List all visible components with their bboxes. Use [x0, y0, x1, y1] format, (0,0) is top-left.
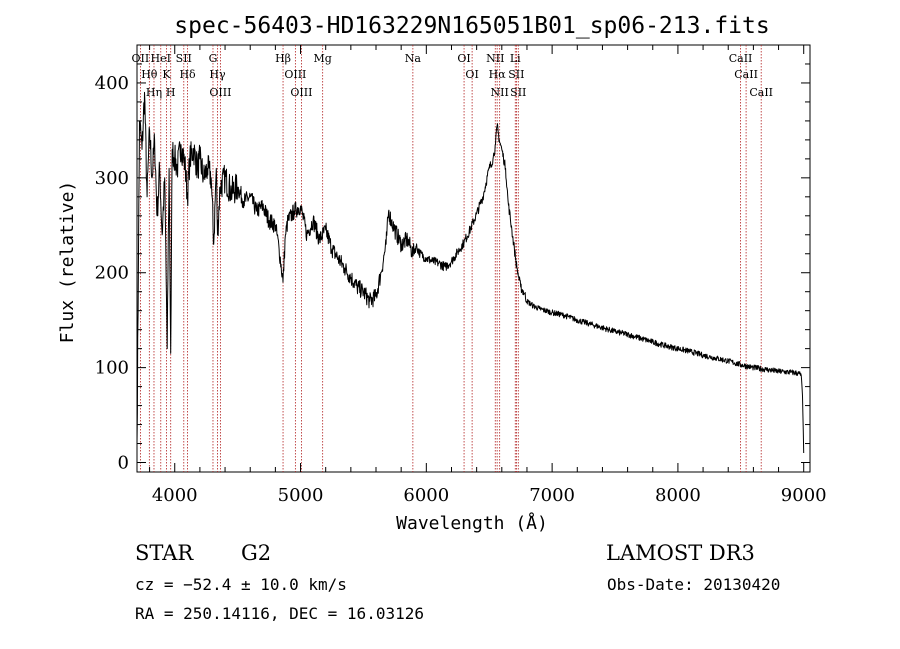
x-tick-label: 9000	[781, 485, 827, 506]
spectral-line-label: OII	[132, 52, 150, 65]
y-tick-label: 300	[95, 168, 129, 189]
spectral-line-label: OI	[465, 68, 478, 81]
y-axis-label: Flux (relative)	[57, 181, 78, 344]
plot-frame	[136, 44, 811, 473]
spectral-line-label: OIII	[284, 68, 306, 81]
spectral-line-label: OI	[457, 52, 470, 65]
spectral-line-label: SII	[508, 68, 524, 81]
x-tick-label: 7000	[529, 485, 575, 506]
object-subclass: G2	[241, 541, 271, 565]
spectral-line-label: Hβ	[275, 52, 291, 65]
x-tick-label: 8000	[655, 485, 701, 506]
spectral-line-labels: OII Hθ Hη HeI KH SII Hδ G Hγ OIII Hβ OIII OIII Mg Na OI…	[132, 52, 773, 99]
spectral-line-label: Hγ	[209, 68, 226, 81]
spectral-line-label: Hδ	[179, 68, 196, 81]
x-axis-label: Wavelength (Å)	[396, 512, 548, 534]
spectral-line-markers	[139, 45, 762, 472]
spectral-line-label: Hη	[146, 86, 162, 99]
coordinates-text: RA = 250.14116, DEC = 16.03126	[135, 604, 424, 623]
y-tick-label: 400	[95, 73, 129, 94]
spectral-line-label: NII	[491, 86, 509, 99]
spectral-line-label: CaII	[729, 52, 753, 65]
spectral-line-label: G	[209, 52, 218, 65]
spectral-line-label: K	[162, 68, 171, 81]
spectrum-line	[136, 91, 805, 454]
x-tick-label: 4000	[152, 485, 198, 506]
spectral-line-label: SII	[510, 86, 526, 99]
y-tick-label: 0	[118, 453, 129, 474]
spectral-line-label: HeI	[151, 52, 171, 65]
chart-title: spec-56403-HD163229N165051B01_sp06-213.f…	[174, 13, 769, 39]
spectral-line-label: H	[166, 86, 176, 99]
spectral-line-label: SII	[176, 52, 192, 65]
survey-name: LAMOST DR3	[606, 541, 755, 565]
spectral-line-label: CaII	[734, 68, 758, 81]
spectral-line-label: Mg	[314, 52, 332, 65]
object-class: STAR	[135, 541, 194, 565]
spectral-line-label: Li	[510, 52, 521, 65]
redshift-text: cz = −52.4 ± 10.0 km/s	[135, 575, 347, 594]
spectral-line-label: Hθ	[141, 68, 158, 81]
y-tick-label: 100	[95, 358, 129, 379]
spectral-line-label: OIII	[290, 86, 312, 99]
obs-date-text: Obs-Date: 20130420	[607, 575, 780, 594]
x-axis-ticks: 4000 5000 6000 7000 8000 9000	[149, 45, 827, 506]
spectral-line-label: Hα	[489, 68, 507, 81]
series-group	[136, 91, 805, 454]
spectral-line-label: Na	[405, 52, 422, 65]
spectral-line-label: OIII	[209, 86, 231, 99]
spectral-line-label: CaII	[749, 86, 773, 99]
x-tick-label: 6000	[403, 485, 449, 506]
y-tick-label: 200	[95, 263, 129, 284]
x-tick-label: 5000	[278, 485, 324, 506]
spectral-line-label: NII	[486, 52, 504, 65]
y-axis-ticks: 0 100 200 300 400	[95, 44, 810, 474]
